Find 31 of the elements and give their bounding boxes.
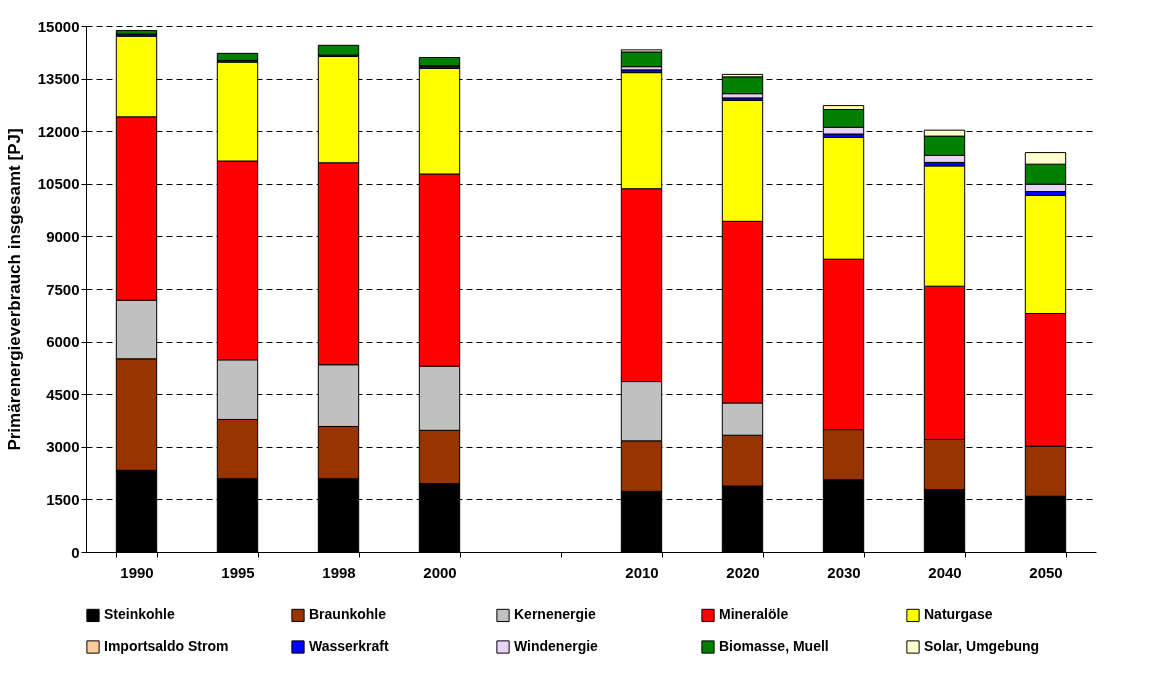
legend-label: Kernenergie	[514, 606, 596, 623]
x-tick-label: 1990	[120, 563, 154, 581]
legend-label: Wasserkraft	[309, 638, 389, 654]
x-tick-label: 2040	[928, 563, 962, 581]
y-axis-title: Primärenergieverbrauch insgesamt [PJ]	[4, 128, 24, 451]
y-tick-label: 0	[71, 543, 80, 561]
x-tick-label: 2010	[625, 563, 659, 581]
x-tick-label: 2050	[1029, 563, 1063, 581]
y-tick-label: 4500	[46, 385, 80, 403]
y-tick-label: 7500	[46, 280, 80, 298]
legend-label: Naturgase	[924, 606, 993, 623]
y-tick-label: 1500	[46, 490, 80, 508]
legend-label: Solar, Umgebung	[924, 638, 1040, 654]
x-tick-label: 1995	[221, 563, 255, 581]
x-tick-label: 2020	[726, 563, 760, 581]
x-tick-label: 2030	[827, 563, 861, 581]
y-tick-label: 9000	[46, 227, 80, 245]
x-tick-label: 1998	[322, 563, 356, 581]
y-tick-label: 12000	[37, 122, 80, 140]
y-tick-label: 10500	[37, 175, 80, 193]
x-tick-label: 2000	[423, 563, 457, 581]
legend-label: Mineralöle	[719, 606, 789, 623]
legend-label: Biomasse, Muell	[719, 638, 829, 654]
legend-label: Steinkohle	[104, 606, 176, 623]
legend-label: Windenergie	[514, 638, 599, 654]
y-tick-label: 6000	[46, 333, 80, 351]
y-tick-label: 15000	[37, 17, 80, 35]
legend-label: Braunkohle	[309, 606, 387, 623]
y-tick-label: 3000	[46, 438, 80, 456]
y-tick-label: 13500	[37, 70, 80, 88]
legend-label: Importsaldo Strom	[104, 638, 229, 654]
